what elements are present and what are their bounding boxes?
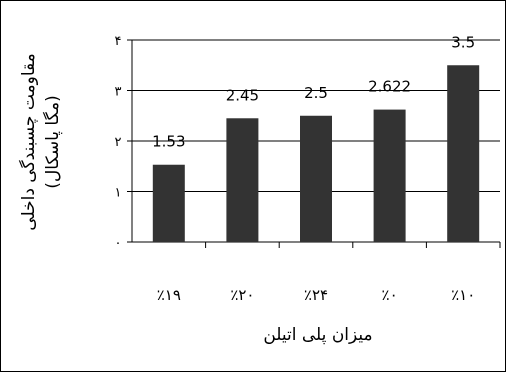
y-tick-label: ۳ (115, 85, 122, 100)
x-category-label: ٪۲۰ (230, 286, 254, 304)
x-category-label: ٪۱۹ (157, 286, 181, 304)
x-category-labels: ٪۱۹ ٪۲۰ ٪۲۴ ٪۰ ٪۱۰ (157, 286, 476, 304)
bar-value-label: 2.622 (368, 78, 411, 96)
y-axis-label-line1: مقاومت چسبندگی داخلی (18, 53, 39, 230)
x-axis-label: میزان پلی اتیلن (263, 325, 372, 345)
x-tick-marks (205, 242, 501, 248)
bar (447, 65, 480, 242)
bar-value-label: 3.5 (451, 33, 475, 51)
x-category-label: ٪۱۰ (451, 286, 475, 304)
y-tick-label: ۱ (115, 186, 122, 201)
bar (226, 118, 259, 242)
y-axis-label-line2: (مگا پاسکال) (42, 95, 63, 188)
bar-value-labels: 1.53 2.45 2.5 2.622 3.5 (152, 33, 475, 150)
bar (373, 109, 406, 243)
bar-value-label: 2.45 (226, 86, 259, 104)
bar (152, 164, 185, 242)
x-category-label: ٪۲۴ (304, 286, 328, 304)
bar (300, 115, 332, 242)
bar-value-label: 2.5 (304, 84, 328, 102)
x-category-label: ٪۰ (382, 286, 398, 304)
y-tick-label: ۲ (115, 135, 122, 150)
y-tick-labels: ۰ ۱ ۲ ۳ ۴ (115, 34, 132, 251)
bars (152, 65, 480, 243)
y-tick-label: ۰ (115, 236, 122, 251)
bar-value-label: 1.53 (152, 133, 185, 151)
y-tick-label: ۴ (115, 34, 122, 49)
